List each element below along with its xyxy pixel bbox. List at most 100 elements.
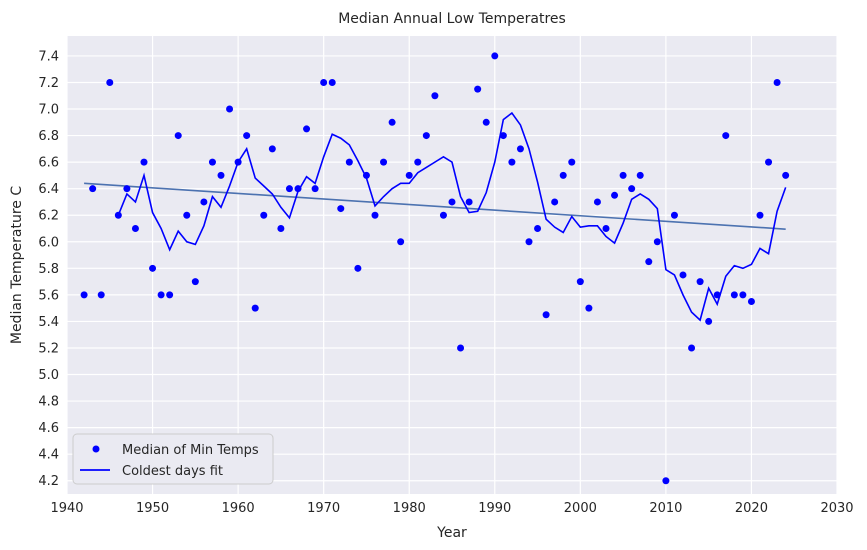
fit-line [117,111,787,322]
scatter-point [619,171,627,179]
scatter-point [645,258,653,266]
scatter-point [140,158,148,166]
scatter-point [722,132,730,140]
x-tick-label: 1940 [50,501,83,516]
x-tick-labels: 1940 1950 1960 1970 1980 1990 2000 2010 2020 2030 [50,501,853,516]
scatter-point [662,477,670,485]
scatter-point [268,145,276,153]
scatter-point [328,78,336,86]
scatter-point [679,271,687,279]
chart-title: Median Annual Low Temperatres [338,11,566,27]
legend-label-scatter: Median of Min Temps [122,443,259,458]
x-axis-label: Year [436,525,467,541]
x-tick-label: 2010 [649,501,682,516]
y-tick-label: 6.2 [38,209,59,224]
scatter-point [499,132,507,140]
y-tick-label: 5.0 [38,368,59,383]
scatter-point [765,158,773,166]
scatter-point [482,118,490,126]
scatter-point [431,92,439,100]
x-tick-label: 2000 [564,501,597,516]
scatter-point [713,291,721,299]
scatter-point [542,311,550,319]
y-tick-label: 7.0 [38,103,59,118]
scatter-point [217,171,225,179]
x-tick-label: 2020 [735,501,768,516]
scatter-point [525,238,533,246]
scatter-point [123,185,131,193]
scatter-point [149,264,157,272]
scatter-point [568,158,576,166]
scatter-point [157,291,165,299]
scatter-point [756,211,764,219]
scatter-point [260,211,268,219]
scatter-point [303,125,311,133]
x-tick-label: 1980 [393,501,426,516]
scatter-point [294,185,302,193]
scatter-points [80,52,790,485]
scatter-point [602,224,610,232]
scatter-point [114,211,122,219]
y-tick-label: 6.6 [38,156,59,171]
y-tick-label: 6.8 [38,129,59,144]
y-tick-label: 5.2 [38,341,59,356]
y-tick-label: 4.4 [38,448,59,463]
scatter-point [414,158,422,166]
scatter-point [285,185,293,193]
scatter-point [354,264,362,272]
x-tick-label: 1970 [307,501,340,516]
legend-label-fit: Coldest days fit [122,464,223,479]
y-tick-label: 6.0 [38,235,59,250]
y-tick-labels: 4.2 4.4 4.6 4.8 5.0 5.2 5.4 5.6 5.8 6.0 6.2 6.4 6.6 6… [38,49,59,489]
scatter-point [465,198,473,206]
scatter-point [183,211,191,219]
scatter-point [89,185,97,193]
scatter-point [174,132,182,140]
y-tick-label: 5.4 [38,315,59,330]
scatter-point [491,52,499,60]
scatter-point [534,224,542,232]
x-tick-label: 2030 [820,501,853,516]
scatter-point [576,278,584,286]
scatter-point [388,118,396,126]
legend-marker-scatter [92,445,100,453]
scatter-point [439,211,447,219]
scatter-point [80,291,88,299]
y-tick-label: 7.2 [38,76,59,91]
fit-line-layer [117,111,787,322]
scatter-point [405,171,413,179]
scatter-point [106,78,114,86]
scatter-point [611,191,619,199]
scatter-point [311,185,319,193]
scatter-point [593,198,601,206]
scatter-point [397,238,405,246]
scatter-point [422,132,430,140]
y-tick-label: 6.4 [38,182,59,197]
scatter-point [371,211,379,219]
scatter-point [457,344,465,352]
scatter-point [345,158,353,166]
scatter-point [688,344,696,352]
scatter-point [362,171,370,179]
scatter-point [730,291,738,299]
scatter-point [251,304,259,312]
scatter-point [191,278,199,286]
scatter-point [747,298,755,306]
legend: Median of Min Temps Coldest days fit [72,433,274,485]
scatter-point [773,78,781,86]
scatter-point [628,185,636,193]
y-tick-label: 7.4 [38,49,59,64]
y-axis-label: Median Temperature C [9,186,25,345]
scatter-point [226,105,234,113]
scatter-point [551,198,559,206]
scatter-point [636,171,644,179]
scatter-point [782,171,790,179]
scatter-point [474,85,482,93]
trend-line [84,182,786,230]
scatter-point [739,291,747,299]
scatter-point [380,158,388,166]
scatter-point [277,224,285,232]
scatter-point [243,132,251,140]
scatter-point [234,158,242,166]
